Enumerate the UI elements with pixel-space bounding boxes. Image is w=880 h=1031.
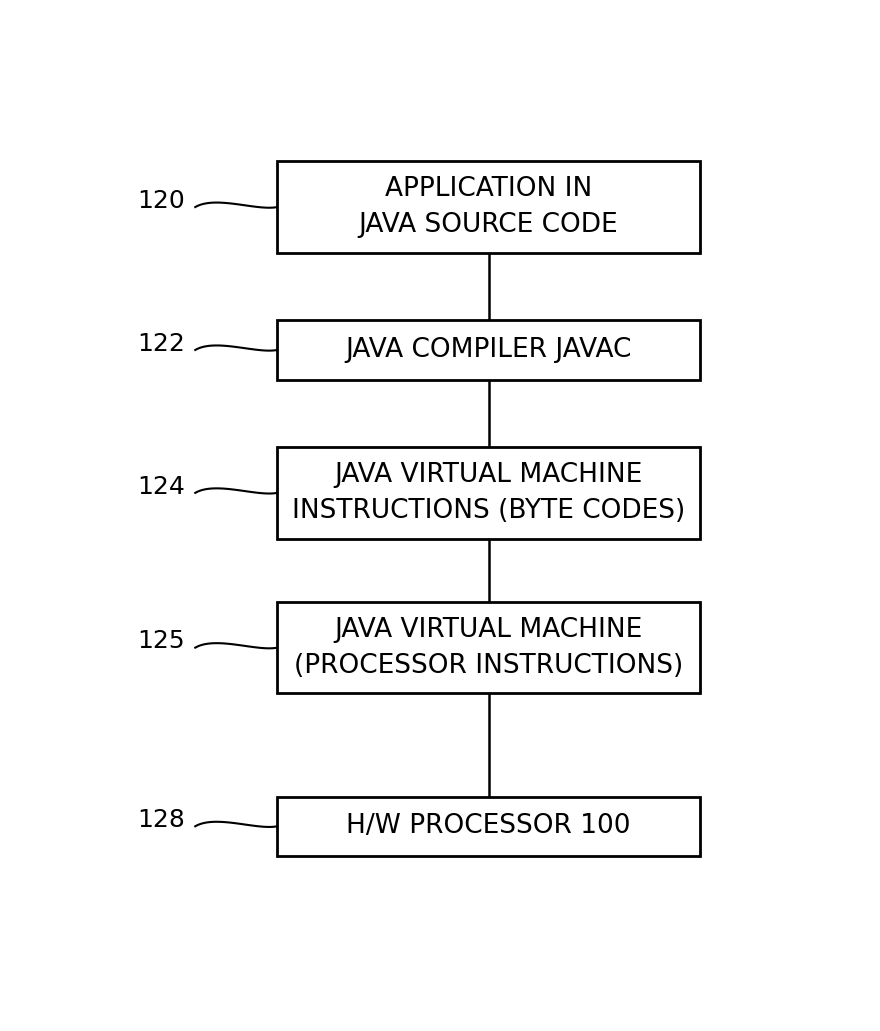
Bar <box>277 797 700 856</box>
Text: APPLICATION IN
JAVA SOURCE CODE: APPLICATION IN JAVA SOURCE CODE <box>359 176 619 238</box>
Bar <box>277 321 700 379</box>
Text: 125: 125 <box>137 629 185 654</box>
Text: 122: 122 <box>137 332 185 356</box>
Text: JAVA COMPILER JAVAC: JAVA COMPILER JAVAC <box>345 337 632 363</box>
Bar <box>277 602 700 693</box>
Text: 120: 120 <box>137 189 185 212</box>
Text: JAVA VIRTUAL MACHINE
INSTRUCTIONS (BYTE CODES): JAVA VIRTUAL MACHINE INSTRUCTIONS (BYTE … <box>292 462 686 524</box>
Text: JAVA VIRTUAL MACHINE
(PROCESSOR INSTRUCTIONS): JAVA VIRTUAL MACHINE (PROCESSOR INSTRUCT… <box>294 617 683 678</box>
Bar <box>277 447 700 538</box>
Text: 124: 124 <box>137 474 185 499</box>
Text: 128: 128 <box>137 808 185 832</box>
Bar <box>277 162 700 253</box>
Text: H/W PROCESSOR 100: H/W PROCESSOR 100 <box>346 813 631 839</box>
